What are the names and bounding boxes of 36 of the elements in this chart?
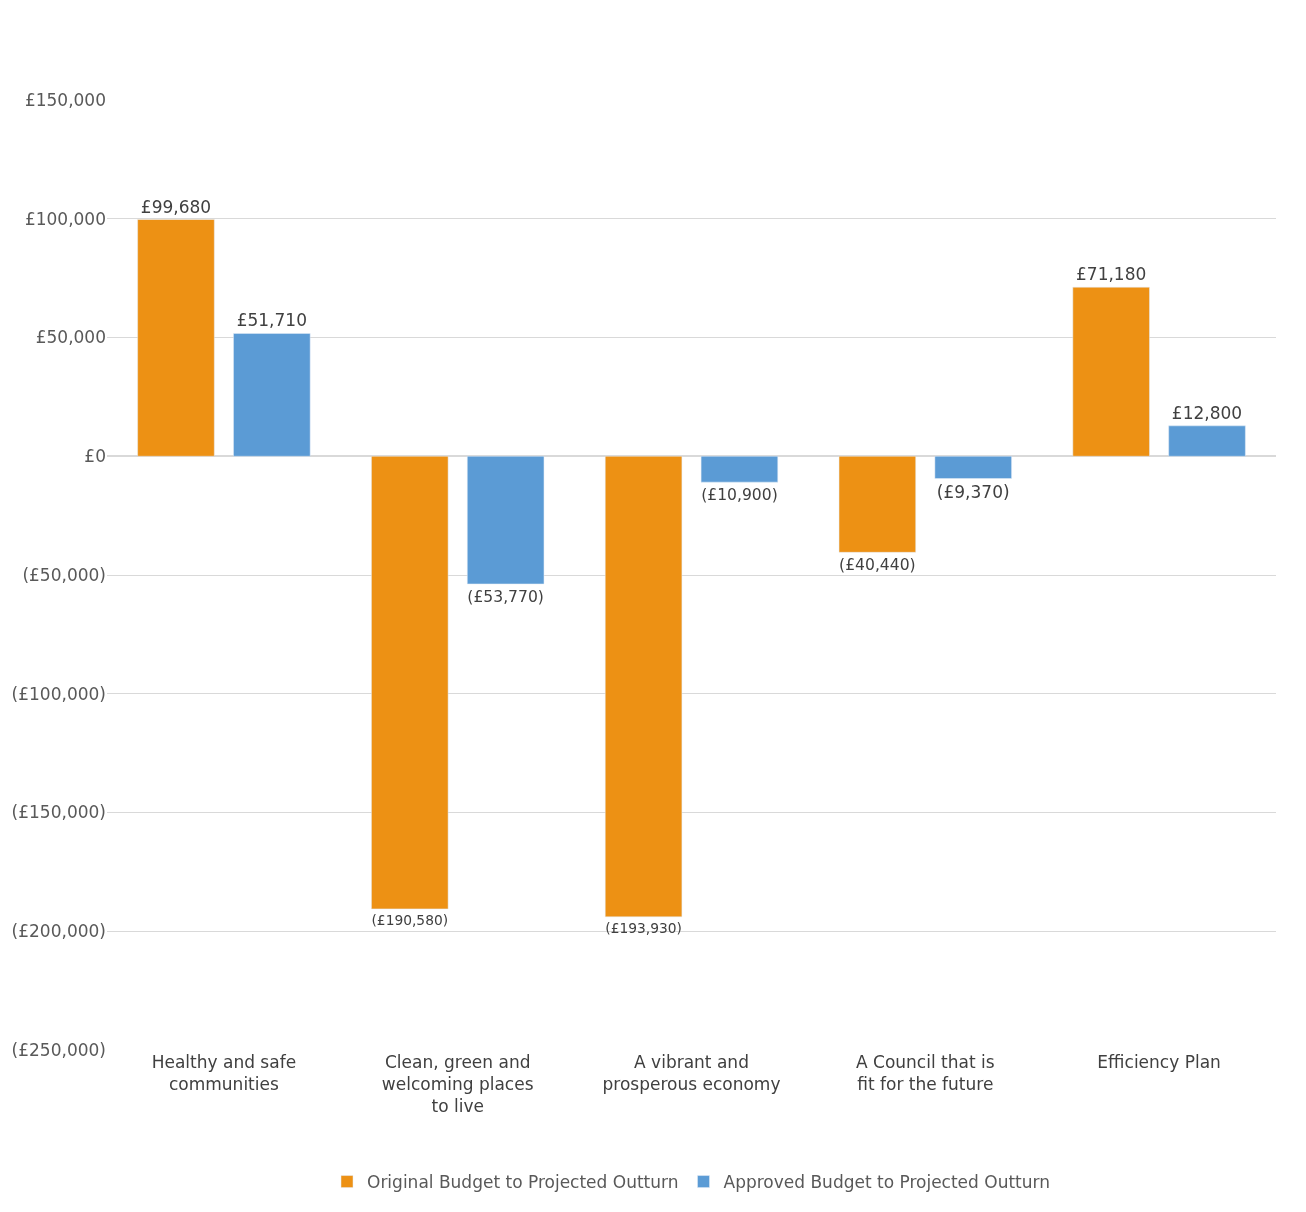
- y-tick-label: (£200,000): [11, 921, 106, 942]
- y-tick-label: (£250,000): [11, 1039, 106, 1060]
- y-tick-label: £0: [84, 446, 106, 467]
- legend-label: Approved Budget to Projected Outturn: [723, 1172, 1051, 1193]
- bar: [934, 456, 1012, 479]
- data-label: (£40,440): [839, 555, 916, 574]
- bar: [467, 456, 545, 585]
- data-label: (£53,770): [467, 587, 544, 606]
- data-label: (£190,580): [371, 911, 449, 928]
- bar: [1072, 286, 1150, 457]
- bar: [371, 456, 449, 910]
- y-tick-label: £150,000: [24, 89, 106, 110]
- data-label: £12,800: [1171, 402, 1243, 423]
- y-tick-label: (£150,000): [11, 802, 106, 823]
- y-tick-label: (£50,000): [22, 564, 106, 585]
- bar: [700, 456, 779, 483]
- data-label: (£9,370): [936, 481, 1010, 502]
- x-tick-label: Healthy and safe communities: [151, 1052, 297, 1095]
- x-tick-label: A Council that is fit for the future: [856, 1052, 995, 1095]
- y-tick-label: £100,000: [24, 208, 106, 229]
- data-label: £99,680: [140, 196, 212, 217]
- y-tick-label: (£100,000): [11, 683, 106, 704]
- bar: [233, 333, 311, 457]
- bar: [604, 456, 683, 918]
- y-tick-label: £50,000: [35, 327, 106, 348]
- data-label: (£10,900): [701, 485, 778, 504]
- legend-label: Original Budget to Projected Outturn: [367, 1172, 679, 1193]
- x-tick-label: Clean, green and welcoming places to live: [381, 1052, 534, 1117]
- bar: [137, 219, 215, 457]
- data-label: (£193,930): [605, 919, 682, 936]
- bar: [1168, 425, 1246, 457]
- bar: [838, 456, 916, 553]
- data-label: £51,710: [236, 310, 307, 331]
- x-tick-label: A vibrant and prosperous economy: [602, 1052, 781, 1095]
- x-tick-label: Efficiency Plan: [1097, 1052, 1221, 1072]
- data-label: £71,180: [1076, 264, 1147, 285]
